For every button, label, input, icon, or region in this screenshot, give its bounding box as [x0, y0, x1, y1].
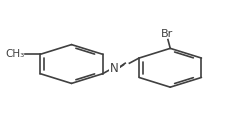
- Text: N: N: [110, 62, 119, 75]
- Text: CH₃: CH₃: [5, 49, 25, 59]
- Text: Br: Br: [161, 29, 173, 39]
